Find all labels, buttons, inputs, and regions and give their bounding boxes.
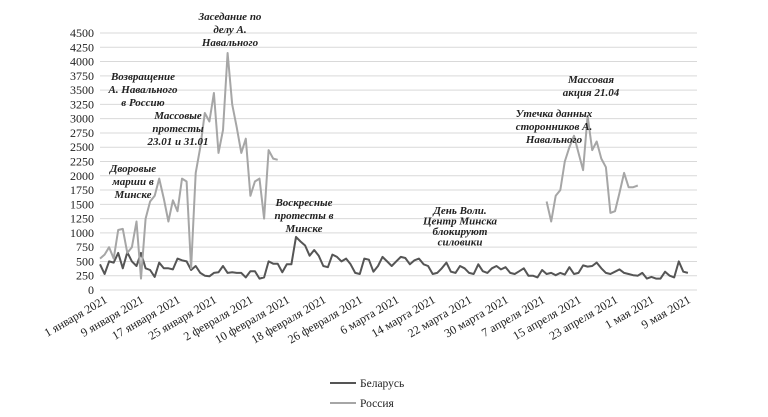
annotation-text: Минске [284,223,322,235]
annotation-text: силовики [438,237,483,249]
annotation-text: День Воли. [432,205,486,217]
legend-label: Россия [360,398,395,410]
legend-label: Беларусь [360,378,404,390]
y-tick-label: 250 [76,269,94,283]
annotation-text: Утечка данных [516,108,593,120]
annotation-text: блокируют [433,226,488,238]
annotation-text: в Россию [121,97,164,109]
y-tick-label: 2250 [70,155,94,169]
y-tick-label: 1750 [70,183,94,197]
annotation-text: протесты [152,123,204,135]
series-line-russia [545,114,639,223]
annotation-text: Массовые [153,110,202,122]
annotation-text: Навального [525,134,583,146]
annotation-text: Центр Минска [422,216,498,228]
series-line-belarus [99,235,689,280]
y-tick-label: 4250 [70,40,94,54]
annotation-text: акция 21.04 [563,87,620,99]
y-tick-label: 1500 [70,197,94,211]
y-tick-label: 3250 [70,97,94,111]
y-tick-label: 750 [76,240,94,254]
y-tick-label: 3000 [70,112,94,126]
y-tick-label: 3750 [70,69,94,83]
y-tick-label: 1000 [70,226,94,240]
annotation-text: марши в [111,176,154,188]
annotation-text: Воскресные [274,197,332,209]
annotation-text: Навального [201,37,259,49]
annotation-text: 23.01 и 31.01 [146,136,208,148]
y-tick-label: 0 [88,283,94,297]
y-tick-label: 4500 [70,26,94,40]
annotation-text: Возвращение [110,71,175,83]
y-tick-label: 2500 [70,140,94,154]
annotation-text: Минске [113,189,151,201]
annotation-text: делу А. [213,24,246,36]
annotation-text: Массовая [567,74,614,86]
annotation-text: Заседание по [198,11,262,23]
y-tick-label: 2750 [70,126,94,140]
annotation-text: сторонников А. [516,121,593,133]
y-tick-label: 3500 [70,83,94,97]
y-tick-label: 4000 [70,55,94,69]
annotation-text: А. Навального [107,84,178,96]
annotation-text: Дворовые [109,163,156,175]
y-tick-label: 2000 [70,169,94,183]
y-tick-label: 500 [76,254,94,268]
y-tick-label: 1250 [70,212,94,226]
annotation-text: протесты в [274,210,333,222]
series-line-russia [99,52,278,280]
